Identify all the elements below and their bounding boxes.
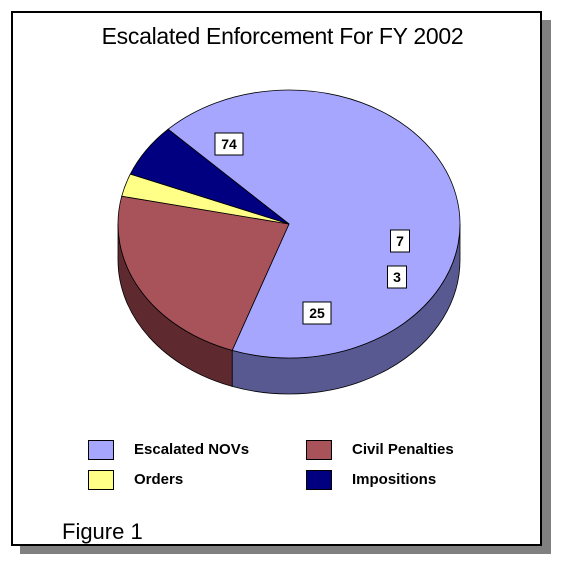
data-label-orders: 3 [387, 265, 407, 289]
pie-slice-civil-penalties [117, 195, 290, 351]
pie-labels: 74 25 3 7 [214, 132, 410, 325]
legend-swatch-orders [88, 470, 114, 490]
data-label-text-orders: 3 [393, 269, 401, 285]
legend-label-escalated-novs: Escalated NOVs [134, 441, 250, 458]
legend-swatch-escalated-novs [88, 440, 114, 460]
legend-label-civil-penalties: Civil Penalties [352, 441, 454, 458]
pie-slice-impositions [129, 128, 290, 225]
data-label-text-impositions: 7 [396, 233, 404, 249]
data-label-text-escalated-novs: 74 [221, 136, 237, 152]
legend-label-orders: Orders [134, 471, 184, 488]
data-label-text-civil-penalties: 25 [309, 305, 325, 321]
chart-title: Escalated Enforcement For FY 2002 [101, 23, 464, 49]
legend-item-impositions: Impositions [306, 470, 506, 494]
legend-swatch-civil-penalties [306, 440, 332, 460]
figure-caption: Figure 1 [62, 519, 143, 544]
data-label-impositions: 7 [390, 229, 410, 253]
legend-label-impositions: Impositions [352, 471, 437, 488]
pie-slice-escalated-novs [167, 89, 461, 359]
pie-tops [117, 89, 461, 359]
data-label-civil-penalties: 25 [302, 301, 332, 325]
legend-item-escalated-novs: Escalated NOVs [88, 440, 288, 464]
legend-item-civil-penalties: Civil Penalties [306, 440, 506, 464]
legend-item-orders: Orders [88, 470, 288, 494]
legend-swatch-impositions [306, 470, 332, 490]
data-label-escalated-novs: 74 [214, 132, 244, 156]
